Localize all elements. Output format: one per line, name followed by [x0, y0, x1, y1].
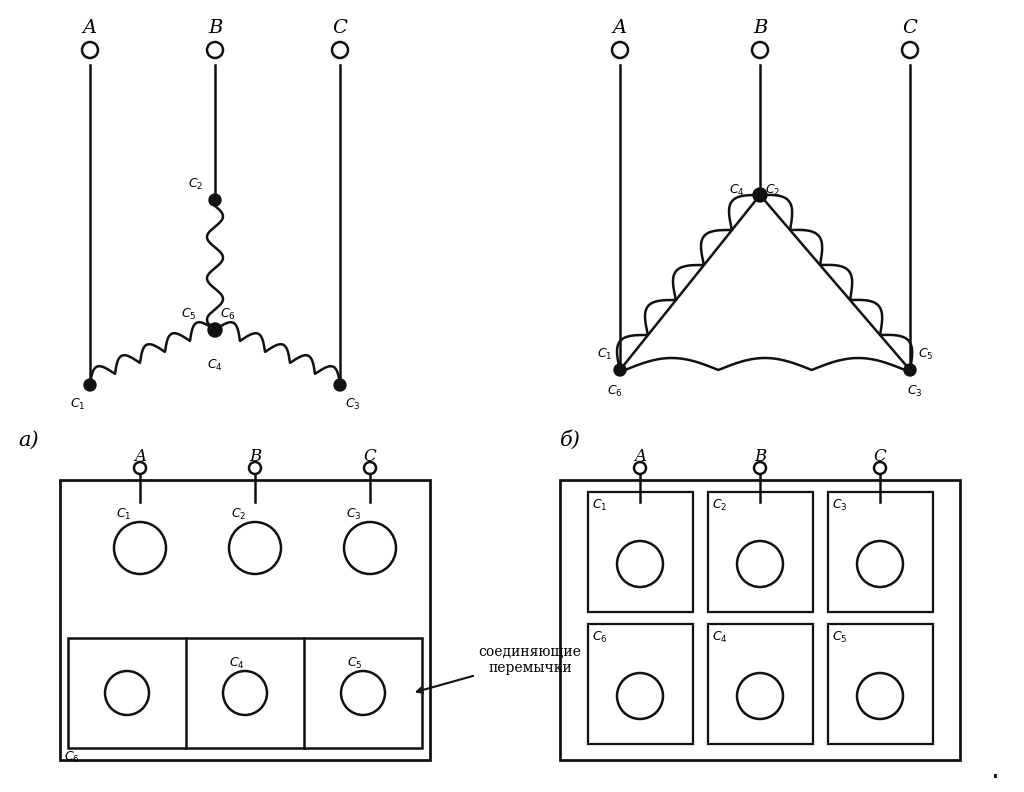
Text: .: . [990, 756, 999, 784]
Bar [588, 624, 693, 744]
Text: $C_4$: $C_4$ [229, 656, 245, 671]
Text: $C_4$: $C_4$ [729, 182, 745, 197]
Circle shape [614, 364, 626, 376]
Bar [708, 492, 813, 612]
Text: $C_5$: $C_5$ [831, 630, 848, 645]
Text: $C_3$: $C_3$ [831, 498, 848, 513]
Text: $C_3$: $C_3$ [907, 384, 923, 399]
Text: A: A [613, 19, 627, 37]
Text: $C_2$: $C_2$ [712, 498, 727, 513]
Text: $C_5$: $C_5$ [347, 656, 362, 671]
Text: A: A [83, 19, 97, 37]
Text: $C_3$: $C_3$ [346, 507, 361, 522]
Text: $C_6$: $C_6$ [220, 307, 236, 322]
Circle shape [753, 188, 767, 202]
Circle shape [208, 323, 222, 337]
Text: $C_1$: $C_1$ [116, 507, 131, 522]
Text: б): б) [560, 430, 581, 450]
Text: $C_2$: $C_2$ [187, 177, 203, 192]
Bar [68, 638, 422, 748]
Circle shape [334, 379, 346, 391]
Text: C: C [333, 19, 347, 37]
Bar [588, 492, 693, 612]
Circle shape [84, 379, 96, 391]
Text: соединяющие
перемычки: соединяющие перемычки [417, 645, 582, 693]
Text: A: A [134, 447, 146, 464]
Bar [828, 492, 933, 612]
Text: $C_5$: $C_5$ [181, 307, 197, 322]
Text: B: B [753, 19, 767, 37]
Text: $C_4$: $C_4$ [712, 630, 728, 645]
Text: $C_2$: $C_2$ [765, 182, 780, 197]
Text: A: A [634, 447, 646, 464]
Text: C: C [902, 19, 918, 37]
Text: $C_6$: $C_6$ [65, 750, 80, 765]
Bar [60, 480, 430, 760]
Circle shape [904, 364, 916, 376]
Text: а): а) [18, 431, 39, 450]
Text: $C_5$: $C_5$ [918, 347, 934, 362]
Text: B: B [754, 447, 766, 464]
Text: B: B [208, 19, 222, 37]
Circle shape [209, 194, 221, 206]
Text: $C_4$: $C_4$ [207, 358, 223, 373]
Bar [828, 624, 933, 744]
Bar [708, 624, 813, 744]
Text: $C_6$: $C_6$ [592, 630, 607, 645]
Text: $C_3$: $C_3$ [345, 397, 360, 412]
Text: $C_1$: $C_1$ [592, 498, 607, 513]
Bar [560, 480, 961, 760]
Text: $C_1$: $C_1$ [70, 397, 85, 412]
Text: B: B [249, 447, 261, 464]
Text: $C_2$: $C_2$ [231, 507, 247, 522]
Text: C: C [873, 447, 887, 464]
Text: $C_6$: $C_6$ [607, 384, 623, 399]
Text: $C_1$: $C_1$ [597, 347, 612, 362]
Text: C: C [364, 447, 377, 464]
